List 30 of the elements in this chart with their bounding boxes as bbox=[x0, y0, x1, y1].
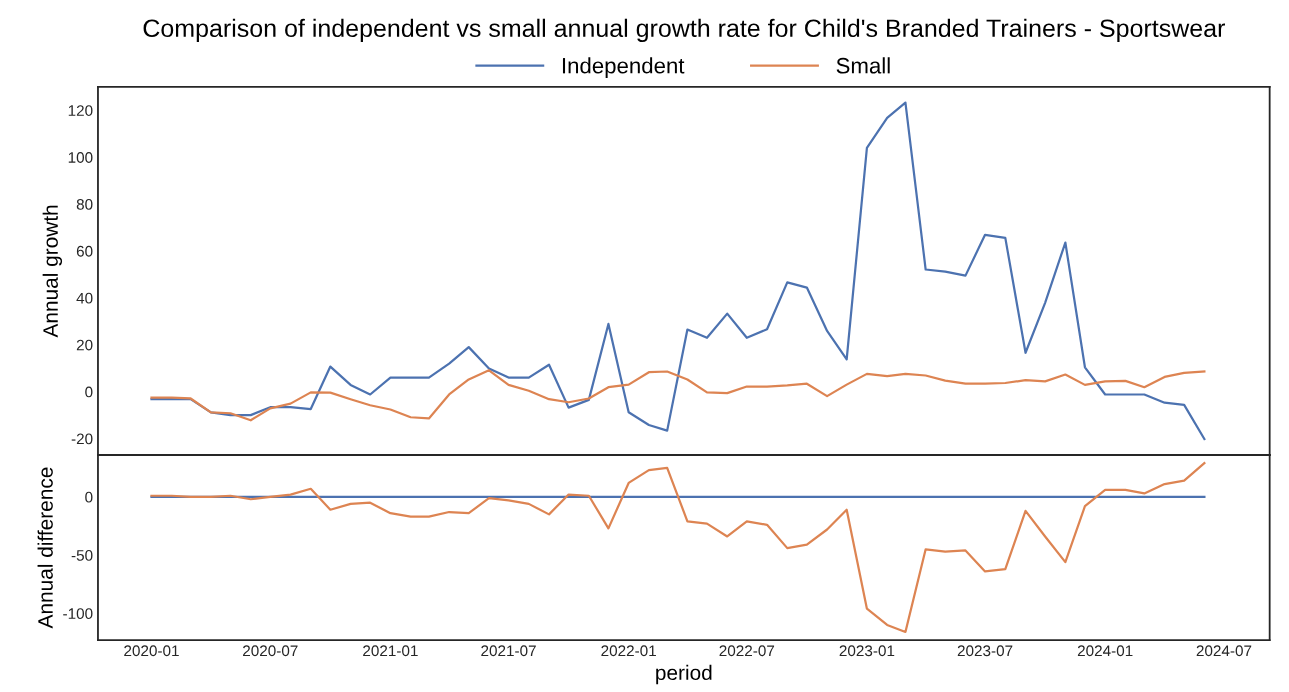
x-tick-label: 2024-07 bbox=[1196, 645, 1252, 657]
y-tick-label: 0 bbox=[85, 491, 93, 503]
y-tick-label: -100 bbox=[63, 608, 93, 620]
y-tick-label: 100 bbox=[68, 152, 93, 163]
y-tick-label: -50 bbox=[71, 549, 93, 561]
legend-label: Independent bbox=[562, 57, 685, 78]
y-tick-label: 20 bbox=[76, 339, 93, 351]
y-tick-label: 40 bbox=[76, 292, 93, 304]
line-series bbox=[150, 101, 1206, 441]
y-tick-label: 0 bbox=[85, 386, 93, 398]
x-axis-title: period bbox=[656, 664, 712, 685]
chart-title: Comparison of independent vs small annual growth rate for Child's Branded Trainers - Sportswear bbox=[143, 18, 1225, 43]
x-tick-label: 2022-07 bbox=[719, 645, 775, 657]
x-tick-label: 2023-07 bbox=[957, 645, 1013, 657]
legend-label: Small bbox=[836, 57, 890, 74]
y-tick-label: -20 bbox=[71, 433, 93, 445]
x-tick-label: 2020-01 bbox=[124, 645, 179, 657]
x-tick-label: 2021-01 bbox=[363, 645, 418, 657]
y-axis-title: Annual difference bbox=[37, 467, 53, 629]
x-tick-label: 2022-01 bbox=[601, 645, 656, 657]
x-tick-label: 2023-01 bbox=[839, 645, 895, 657]
y-tick-label: 80 bbox=[76, 198, 93, 210]
line-series bbox=[150, 462, 1206, 634]
x-tick-label: 2021-07 bbox=[481, 645, 536, 657]
y-tick-label: 120 bbox=[68, 105, 93, 116]
line-series bbox=[150, 369, 1206, 422]
x-tick-label: 2024-01 bbox=[1077, 645, 1133, 657]
y-tick-label: 60 bbox=[76, 245, 93, 257]
x-tick-label: 2020-07 bbox=[243, 645, 298, 657]
y-axis-title: Annual growth bbox=[42, 205, 63, 338]
